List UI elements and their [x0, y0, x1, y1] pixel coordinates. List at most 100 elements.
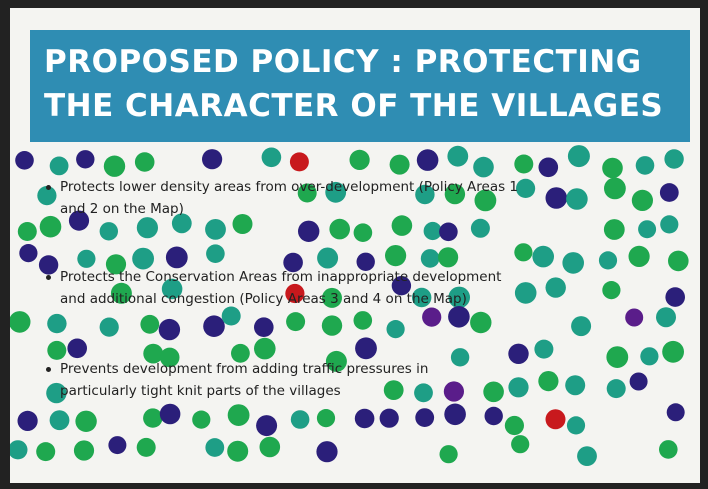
- sticker-dot: [630, 373, 648, 391]
- sticker-dot: [602, 158, 623, 179]
- sticker-dot: [439, 223, 458, 242]
- sticker-dot: [19, 244, 37, 262]
- sticker-dot: [205, 219, 226, 240]
- sticker-dot: [254, 317, 274, 337]
- sticker-dot: [546, 409, 566, 429]
- sticker-dot: [137, 438, 156, 457]
- sticker-dot: [632, 190, 653, 211]
- bullet-text: Protects the Conservation Areas from ina…: [44, 266, 530, 310]
- sticker-dot: [67, 339, 87, 359]
- page: {"poster": {"title": "PROPOSED POLICY : …: [0, 0, 708, 489]
- bullet-text: Protects lower density areas from over-d…: [44, 176, 530, 220]
- sticker-dot: [470, 312, 491, 333]
- sticker-dot: [532, 246, 554, 268]
- sticker-dot: [604, 178, 626, 200]
- sticker-dot: [202, 149, 222, 169]
- sticker-dot: [10, 440, 28, 459]
- sticker-dot: [104, 156, 125, 177]
- sticker-dot: [206, 244, 225, 263]
- sticker-dot: [568, 145, 590, 167]
- sticker-dot: [508, 377, 528, 397]
- sticker-dot: [660, 215, 678, 233]
- sticker-dot: [656, 307, 676, 327]
- sticker-dot: [514, 243, 532, 261]
- sticker-dot: [422, 308, 441, 327]
- sticker-dot: [385, 245, 406, 266]
- sticker-dot: [659, 440, 678, 459]
- sticker-dot: [18, 411, 38, 431]
- sticker-dot: [636, 156, 655, 175]
- sticker-dot: [354, 223, 373, 242]
- sticker-dot: [566, 188, 588, 210]
- sticker-dot: [660, 183, 679, 202]
- sticker-dot: [538, 371, 558, 391]
- sticker-dot: [571, 316, 591, 336]
- sticker-dot: [629, 246, 650, 267]
- sticker-dot: [668, 251, 689, 272]
- sticker-dot: [562, 252, 584, 274]
- sticker-dot: [205, 438, 224, 457]
- sticker-dot: [350, 150, 370, 170]
- sticker-dot: [317, 409, 335, 427]
- sticker-dot: [108, 436, 126, 454]
- sticker-dot: [565, 375, 585, 395]
- sticker-dot: [329, 219, 350, 240]
- sticker-dot: [36, 442, 55, 461]
- sticker-dot: [76, 150, 94, 168]
- sticker-dot: [577, 446, 597, 466]
- sticker-dot: [322, 315, 342, 335]
- sticker-dot: [75, 411, 96, 432]
- sticker-dot: [15, 151, 34, 170]
- sticker-dot: [140, 315, 159, 334]
- sticker-dot: [473, 157, 494, 178]
- sticker-dot: [50, 157, 69, 176]
- sticker-dot: [607, 379, 626, 398]
- sticker-dot: [511, 435, 529, 453]
- sticker-dot: [387, 320, 405, 338]
- sticker-dot: [440, 445, 458, 463]
- sticker-dot: [290, 152, 309, 171]
- sticker-dot: [665, 287, 685, 307]
- sticker-dot: [354, 311, 373, 330]
- sticker-dot: [508, 344, 528, 364]
- sticker-dot: [254, 338, 276, 360]
- sticker-dot: [227, 441, 248, 462]
- sticker-dot: [599, 251, 617, 269]
- sticker-dot: [260, 437, 281, 458]
- sticker-dot: [380, 409, 399, 428]
- sticker-dot: [192, 411, 210, 429]
- sticker-dot: [355, 409, 375, 429]
- poster: PROPOSED POLICY : PROTECTING THE CHARACT…: [10, 8, 700, 483]
- sticker-dot: [485, 407, 503, 425]
- sticker-dot: [143, 408, 162, 427]
- sticker-dot: [667, 403, 685, 421]
- sticker-dot: [602, 281, 620, 299]
- poster-title: PROPOSED POLICY : PROTECTING THE CHARACT…: [44, 40, 684, 128]
- sticker-dot: [135, 152, 155, 172]
- sticker-dot: [50, 410, 70, 430]
- sticker-dot: [160, 404, 181, 425]
- sticker-dot: [625, 309, 643, 327]
- sticker-dot: [424, 222, 442, 240]
- sticker-dot: [604, 219, 625, 240]
- sticker-dot: [664, 149, 683, 168]
- sticker-dot: [47, 314, 66, 333]
- sticker-dot: [159, 319, 180, 340]
- sticker-dot: [471, 219, 490, 238]
- sticker-dot: [546, 187, 568, 209]
- sticker-dot: [298, 221, 319, 242]
- sticker-dot: [534, 340, 553, 359]
- sticker-dot: [262, 148, 282, 168]
- sticker-dot: [415, 408, 434, 427]
- sticker-dot: [447, 146, 468, 167]
- sticker-dot: [100, 222, 118, 240]
- sticker-dot: [638, 220, 656, 238]
- sticker-dot: [291, 410, 310, 429]
- sticker-dot: [355, 337, 377, 359]
- sticker-dot: [640, 347, 658, 365]
- sticker-dot: [137, 217, 158, 238]
- sticker-dot: [286, 312, 305, 331]
- sticker-dot: [228, 404, 250, 426]
- sticker-dot: [390, 155, 410, 175]
- sticker-dot: [546, 277, 566, 297]
